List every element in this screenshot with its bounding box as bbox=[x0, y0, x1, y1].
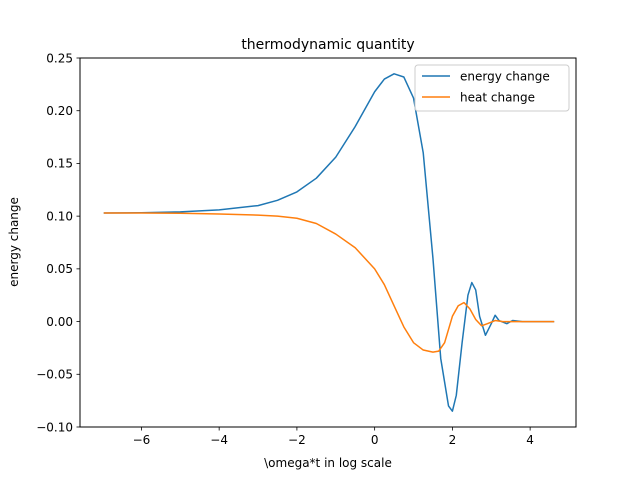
y-tick-label: 0.00 bbox=[46, 315, 73, 329]
y-axis-label: energy change bbox=[7, 197, 21, 287]
y-tick-label: 0.20 bbox=[46, 104, 73, 118]
x-axis: −6 −4 −2 0 2 4 bbox=[133, 427, 534, 447]
x-tick-label: 4 bbox=[526, 433, 534, 447]
y-tick-label: 0.25 bbox=[46, 51, 73, 65]
y-tick-label: 0.10 bbox=[46, 209, 73, 223]
x-tick-label: −2 bbox=[288, 433, 306, 447]
plot-frame bbox=[79, 57, 577, 428]
plot-area bbox=[103, 73, 555, 412]
legend-label-0: energy change bbox=[460, 69, 550, 83]
legend-label-1: heat change bbox=[460, 90, 535, 104]
y-tick-label: −0.10 bbox=[36, 420, 73, 434]
series-line-0 bbox=[103, 73, 555, 412]
legend: energy change heat change bbox=[414, 64, 570, 112]
chart-title: thermodynamic quantity bbox=[241, 37, 414, 53]
legend-box bbox=[414, 64, 570, 112]
x-tick-label: 2 bbox=[449, 433, 457, 447]
y-tick-label: −0.05 bbox=[36, 368, 73, 382]
y-axis: −0.10 −0.05 0.00 0.05 0.10 0.15 0.20 0.25 bbox=[36, 51, 80, 434]
x-axis-label: \omega*t in log scale bbox=[264, 456, 392, 470]
series-line-1 bbox=[103, 212, 555, 353]
y-tick-label: 0.15 bbox=[46, 157, 73, 171]
x-tick-label: −4 bbox=[210, 433, 228, 447]
x-tick-label: −6 bbox=[133, 433, 151, 447]
x-tick-label: 0 bbox=[371, 433, 379, 447]
y-tick-label: 0.05 bbox=[46, 262, 73, 276]
